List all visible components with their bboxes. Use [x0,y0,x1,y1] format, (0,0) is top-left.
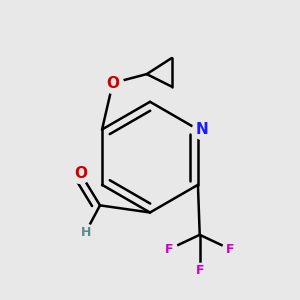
Text: N: N [196,122,208,137]
Text: F: F [165,243,174,256]
Text: F: F [196,264,204,277]
Text: O: O [106,76,119,91]
Text: O: O [74,166,87,181]
Text: H: H [80,226,91,238]
Text: F: F [226,243,234,256]
